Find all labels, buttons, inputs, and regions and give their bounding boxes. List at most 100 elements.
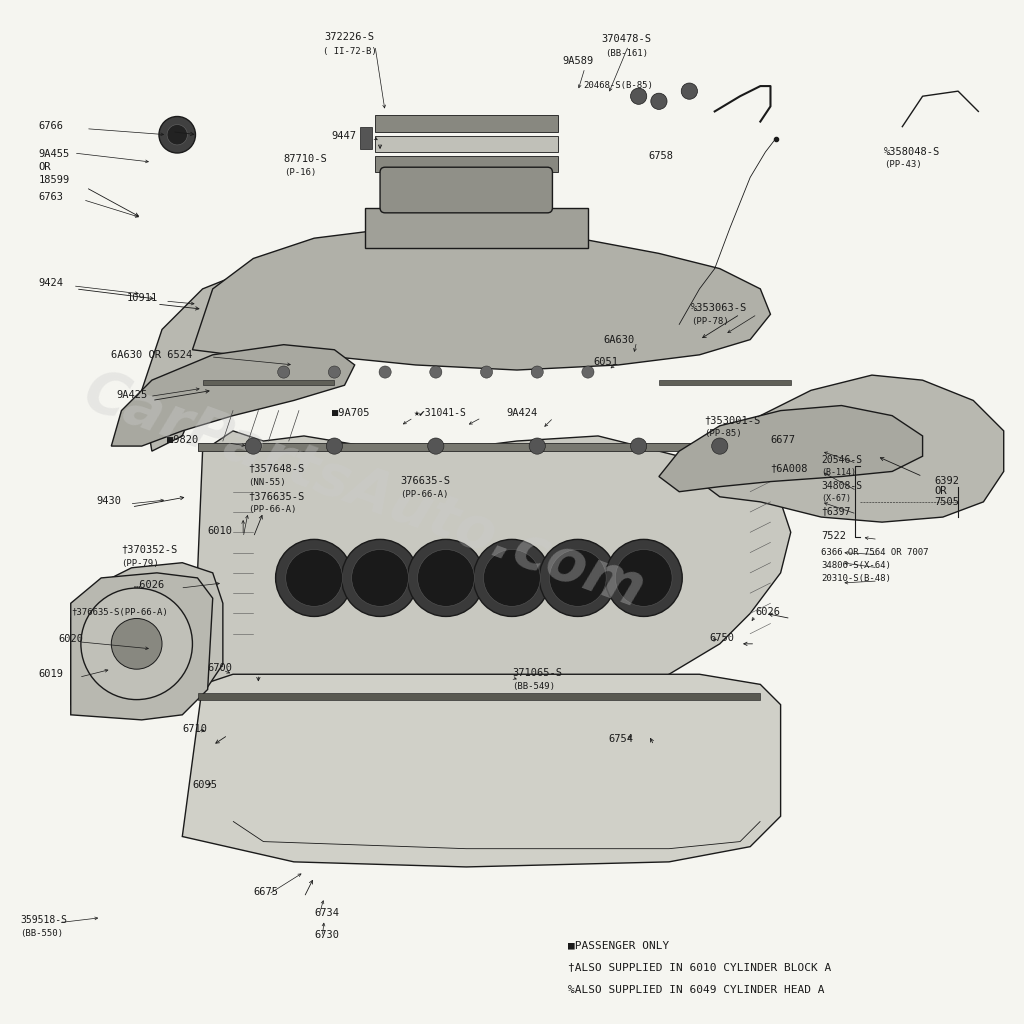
Circle shape xyxy=(712,438,728,455)
Text: 6700: 6700 xyxy=(208,664,232,673)
Text: %358048-S: %358048-S xyxy=(884,147,940,157)
Circle shape xyxy=(329,366,341,378)
Text: (PP-66-A): (PP-66-A) xyxy=(400,489,449,499)
Text: 6677: 6677 xyxy=(770,435,796,445)
Bar xyxy=(375,156,557,172)
Text: 6A630: 6A630 xyxy=(603,335,635,345)
Circle shape xyxy=(275,540,352,616)
Text: ■9A705: ■9A705 xyxy=(333,408,370,418)
Text: 6750: 6750 xyxy=(710,633,734,643)
Text: 6026: 6026 xyxy=(756,607,780,617)
Text: 6758: 6758 xyxy=(649,152,674,161)
Text: †6A008: †6A008 xyxy=(770,464,808,473)
Polygon shape xyxy=(112,345,354,446)
Text: 6051: 6051 xyxy=(593,357,618,367)
Text: 9A424: 9A424 xyxy=(507,408,538,418)
Polygon shape xyxy=(182,674,780,867)
FancyBboxPatch shape xyxy=(380,167,552,213)
Circle shape xyxy=(480,366,493,378)
Text: 6675: 6675 xyxy=(253,888,279,897)
Text: 10911: 10911 xyxy=(127,293,158,303)
Circle shape xyxy=(430,366,442,378)
Text: 6019: 6019 xyxy=(38,670,63,679)
Text: 6766: 6766 xyxy=(38,121,63,131)
Text: …6026: …6026 xyxy=(133,580,165,590)
Text: 18599: 18599 xyxy=(38,175,70,185)
Text: 359518-S: 359518-S xyxy=(20,914,67,925)
Text: (BB-550): (BB-550) xyxy=(20,929,63,938)
Text: (BB-549): (BB-549) xyxy=(512,682,555,691)
Circle shape xyxy=(278,366,290,378)
Circle shape xyxy=(167,125,187,144)
Text: †6397: †6397 xyxy=(821,506,851,516)
Text: †376635-S: †376635-S xyxy=(248,490,304,501)
Text: 6A630 OR 6524: 6A630 OR 6524 xyxy=(112,350,193,359)
Bar xyxy=(359,127,372,148)
Circle shape xyxy=(615,550,672,606)
Text: 6763: 6763 xyxy=(38,191,63,202)
Text: 9A455: 9A455 xyxy=(38,150,70,159)
Text: 6392: 6392 xyxy=(935,475,959,485)
Circle shape xyxy=(245,438,261,455)
Text: (B-114): (B-114) xyxy=(821,469,856,477)
Text: 20468-S(B-85): 20468-S(B-85) xyxy=(583,81,652,90)
Circle shape xyxy=(483,550,541,606)
Text: ★✔31041-S: ★✔31041-S xyxy=(414,408,466,418)
Polygon shape xyxy=(193,228,770,370)
Text: (X-67): (X-67) xyxy=(821,494,851,503)
Circle shape xyxy=(327,438,342,455)
Circle shape xyxy=(286,550,342,606)
Text: 9A425: 9A425 xyxy=(117,390,147,400)
Text: 6730: 6730 xyxy=(314,930,339,940)
Text: %ALSO SUPPLIED IN 6049 CYLINDER HEAD A: %ALSO SUPPLIED IN 6049 CYLINDER HEAD A xyxy=(567,985,824,994)
Circle shape xyxy=(681,83,697,99)
Text: (PP-78): (PP-78) xyxy=(691,317,729,327)
Text: 9424: 9424 xyxy=(38,278,63,288)
Text: (BB-161): (BB-161) xyxy=(605,49,648,57)
Polygon shape xyxy=(658,406,923,492)
Circle shape xyxy=(428,438,444,455)
Text: 34808-S: 34808-S xyxy=(821,480,862,490)
Text: 6020: 6020 xyxy=(58,634,84,644)
Text: ■9820: ■9820 xyxy=(167,435,199,445)
Circle shape xyxy=(631,438,647,455)
Text: %353063-S: %353063-S xyxy=(691,303,748,313)
Text: 34806-S(X-64): 34806-S(X-64) xyxy=(821,561,891,569)
Circle shape xyxy=(379,366,391,378)
Text: (PP-85): (PP-85) xyxy=(705,429,742,438)
Text: CarPartsAuto.com: CarPartsAuto.com xyxy=(77,364,653,620)
Polygon shape xyxy=(71,572,213,720)
Polygon shape xyxy=(71,563,223,715)
Text: (P-16): (P-16) xyxy=(284,168,316,177)
Text: 20310-S(B-48): 20310-S(B-48) xyxy=(821,574,891,583)
Circle shape xyxy=(582,366,594,378)
Text: 20546-S: 20546-S xyxy=(821,456,862,465)
Circle shape xyxy=(531,366,544,378)
Text: 87710-S: 87710-S xyxy=(284,155,328,164)
Bar xyxy=(198,443,725,452)
Text: 9430: 9430 xyxy=(96,496,121,506)
Text: †353001-S: †353001-S xyxy=(705,415,761,425)
Text: (PP-43): (PP-43) xyxy=(884,160,922,169)
Circle shape xyxy=(408,540,484,616)
Circle shape xyxy=(631,88,647,104)
Bar xyxy=(365,208,588,249)
Circle shape xyxy=(540,540,616,616)
Circle shape xyxy=(550,550,606,606)
Text: 372226-S: 372226-S xyxy=(325,33,375,42)
Text: 6734: 6734 xyxy=(314,907,339,918)
Text: OR: OR xyxy=(38,162,51,172)
Text: 6010: 6010 xyxy=(208,526,232,537)
Circle shape xyxy=(529,438,546,455)
Bar xyxy=(375,116,557,132)
Circle shape xyxy=(159,117,196,153)
Text: (PP-66-A): (PP-66-A) xyxy=(248,505,297,514)
Text: 9A589: 9A589 xyxy=(562,55,594,66)
Text: ( II-72-B): ( II-72-B) xyxy=(323,47,377,55)
Circle shape xyxy=(112,618,162,670)
Text: 370478-S: 370478-S xyxy=(601,35,651,44)
Bar xyxy=(198,443,725,452)
Circle shape xyxy=(605,540,682,616)
Polygon shape xyxy=(193,431,791,735)
Polygon shape xyxy=(699,375,1004,522)
